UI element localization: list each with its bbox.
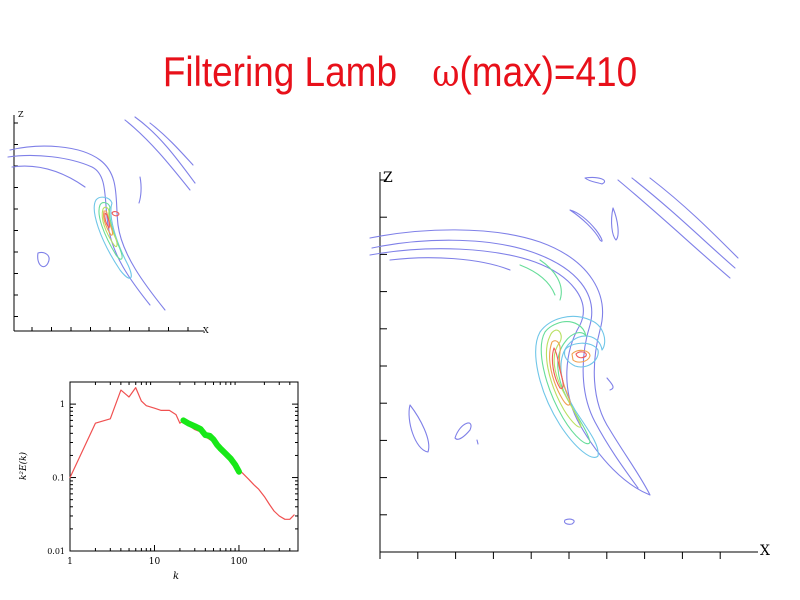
large-contour-lines [369,176,739,525]
filtered-band-series-line [180,417,242,475]
spectrum-x-tick-label: 100 [230,557,247,567]
large-z-label: Z [383,170,393,186]
small-z-label: Z [18,110,24,119]
title-rest: (max)=410 [459,48,638,95]
spectrum-chart: 1 10 100 0.01 0.1 1 k²E(k) k [18,381,299,582]
small-contour-lines [7,116,196,311]
slide-title: Filtering Lamb ω(max)=410 [48,48,752,96]
spectrum-x-tick-label: 1 [67,557,73,567]
small-contour-plot: Z X [7,110,209,335]
title-main: Filtering Lamb [162,48,398,95]
spectrum-ylabel: k²E(k) [18,451,29,480]
small-plot-axes [13,115,204,332]
spectrum-y-tick-label: 0.1 [52,474,65,483]
large-contour-plot: Z X [369,170,770,559]
spectrum-x-tick-label: 10 [149,557,161,567]
omega-symbol: ω [432,51,460,95]
spectrum-xlabel: k [173,571,179,582]
spectrum-series-line [69,387,295,520]
large-x-label: X [760,543,770,559]
spectrum-frame [69,381,299,552]
spectrum-y-tick-label: 1 [60,400,65,409]
spectrum-y-tick-label: 0.01 [47,547,65,556]
large-plot-axes [379,172,758,559]
small-x-label: X [203,326,209,335]
